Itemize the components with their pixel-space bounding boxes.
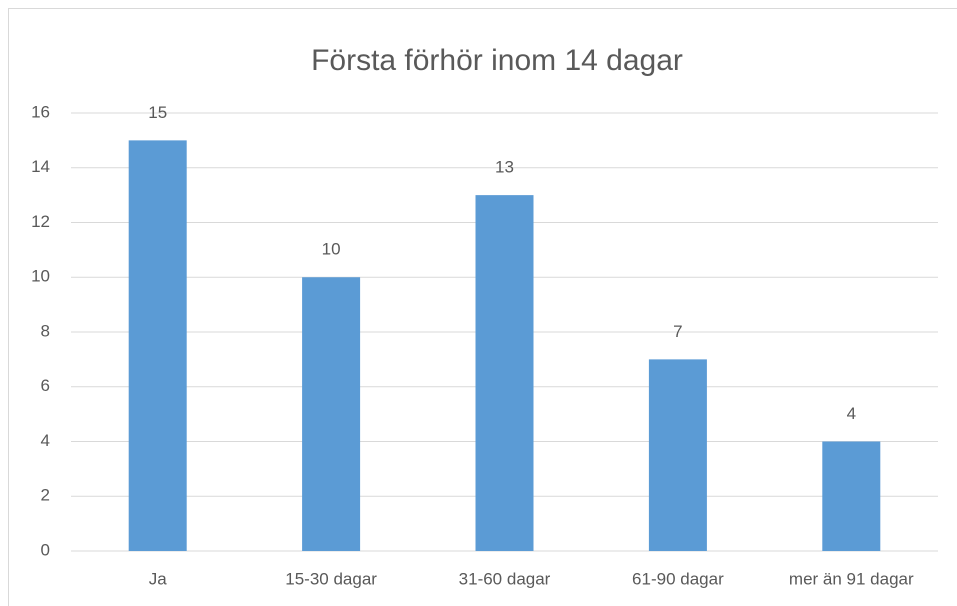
y-tick-label: 0 <box>41 540 50 559</box>
data-label: 15 <box>148 103 167 122</box>
data-label: 7 <box>673 322 682 341</box>
y-tick-label: 10 <box>31 267 50 286</box>
y-tick-label: 16 <box>31 102 50 121</box>
bar <box>128 140 187 551</box>
y-tick-label: 12 <box>31 212 50 231</box>
y-tick-label: 2 <box>41 486 50 505</box>
x-tick-label: mer än 91 dagar <box>789 569 914 588</box>
x-tick-label: 15-30 dagar <box>285 569 377 588</box>
bar <box>822 441 881 551</box>
y-tick-label: 8 <box>41 321 50 340</box>
data-label: 13 <box>495 158 514 177</box>
y-tick-label: 6 <box>41 376 50 395</box>
chart-border <box>8 8 957 606</box>
x-tick-label: 61-90 dagar <box>632 569 724 588</box>
data-label: 10 <box>322 240 341 259</box>
chart-title: Första förhör inom 14 dagar <box>311 44 683 77</box>
y-tick-label: 14 <box>31 157 50 176</box>
data-label: 4 <box>847 404 856 423</box>
bar <box>302 277 361 551</box>
x-tick-label: 31-60 dagar <box>459 569 551 588</box>
y-tick-label: 4 <box>41 431 50 450</box>
x-tick-label: Ja <box>149 569 168 588</box>
bar <box>648 359 707 551</box>
bar <box>475 195 534 551</box>
